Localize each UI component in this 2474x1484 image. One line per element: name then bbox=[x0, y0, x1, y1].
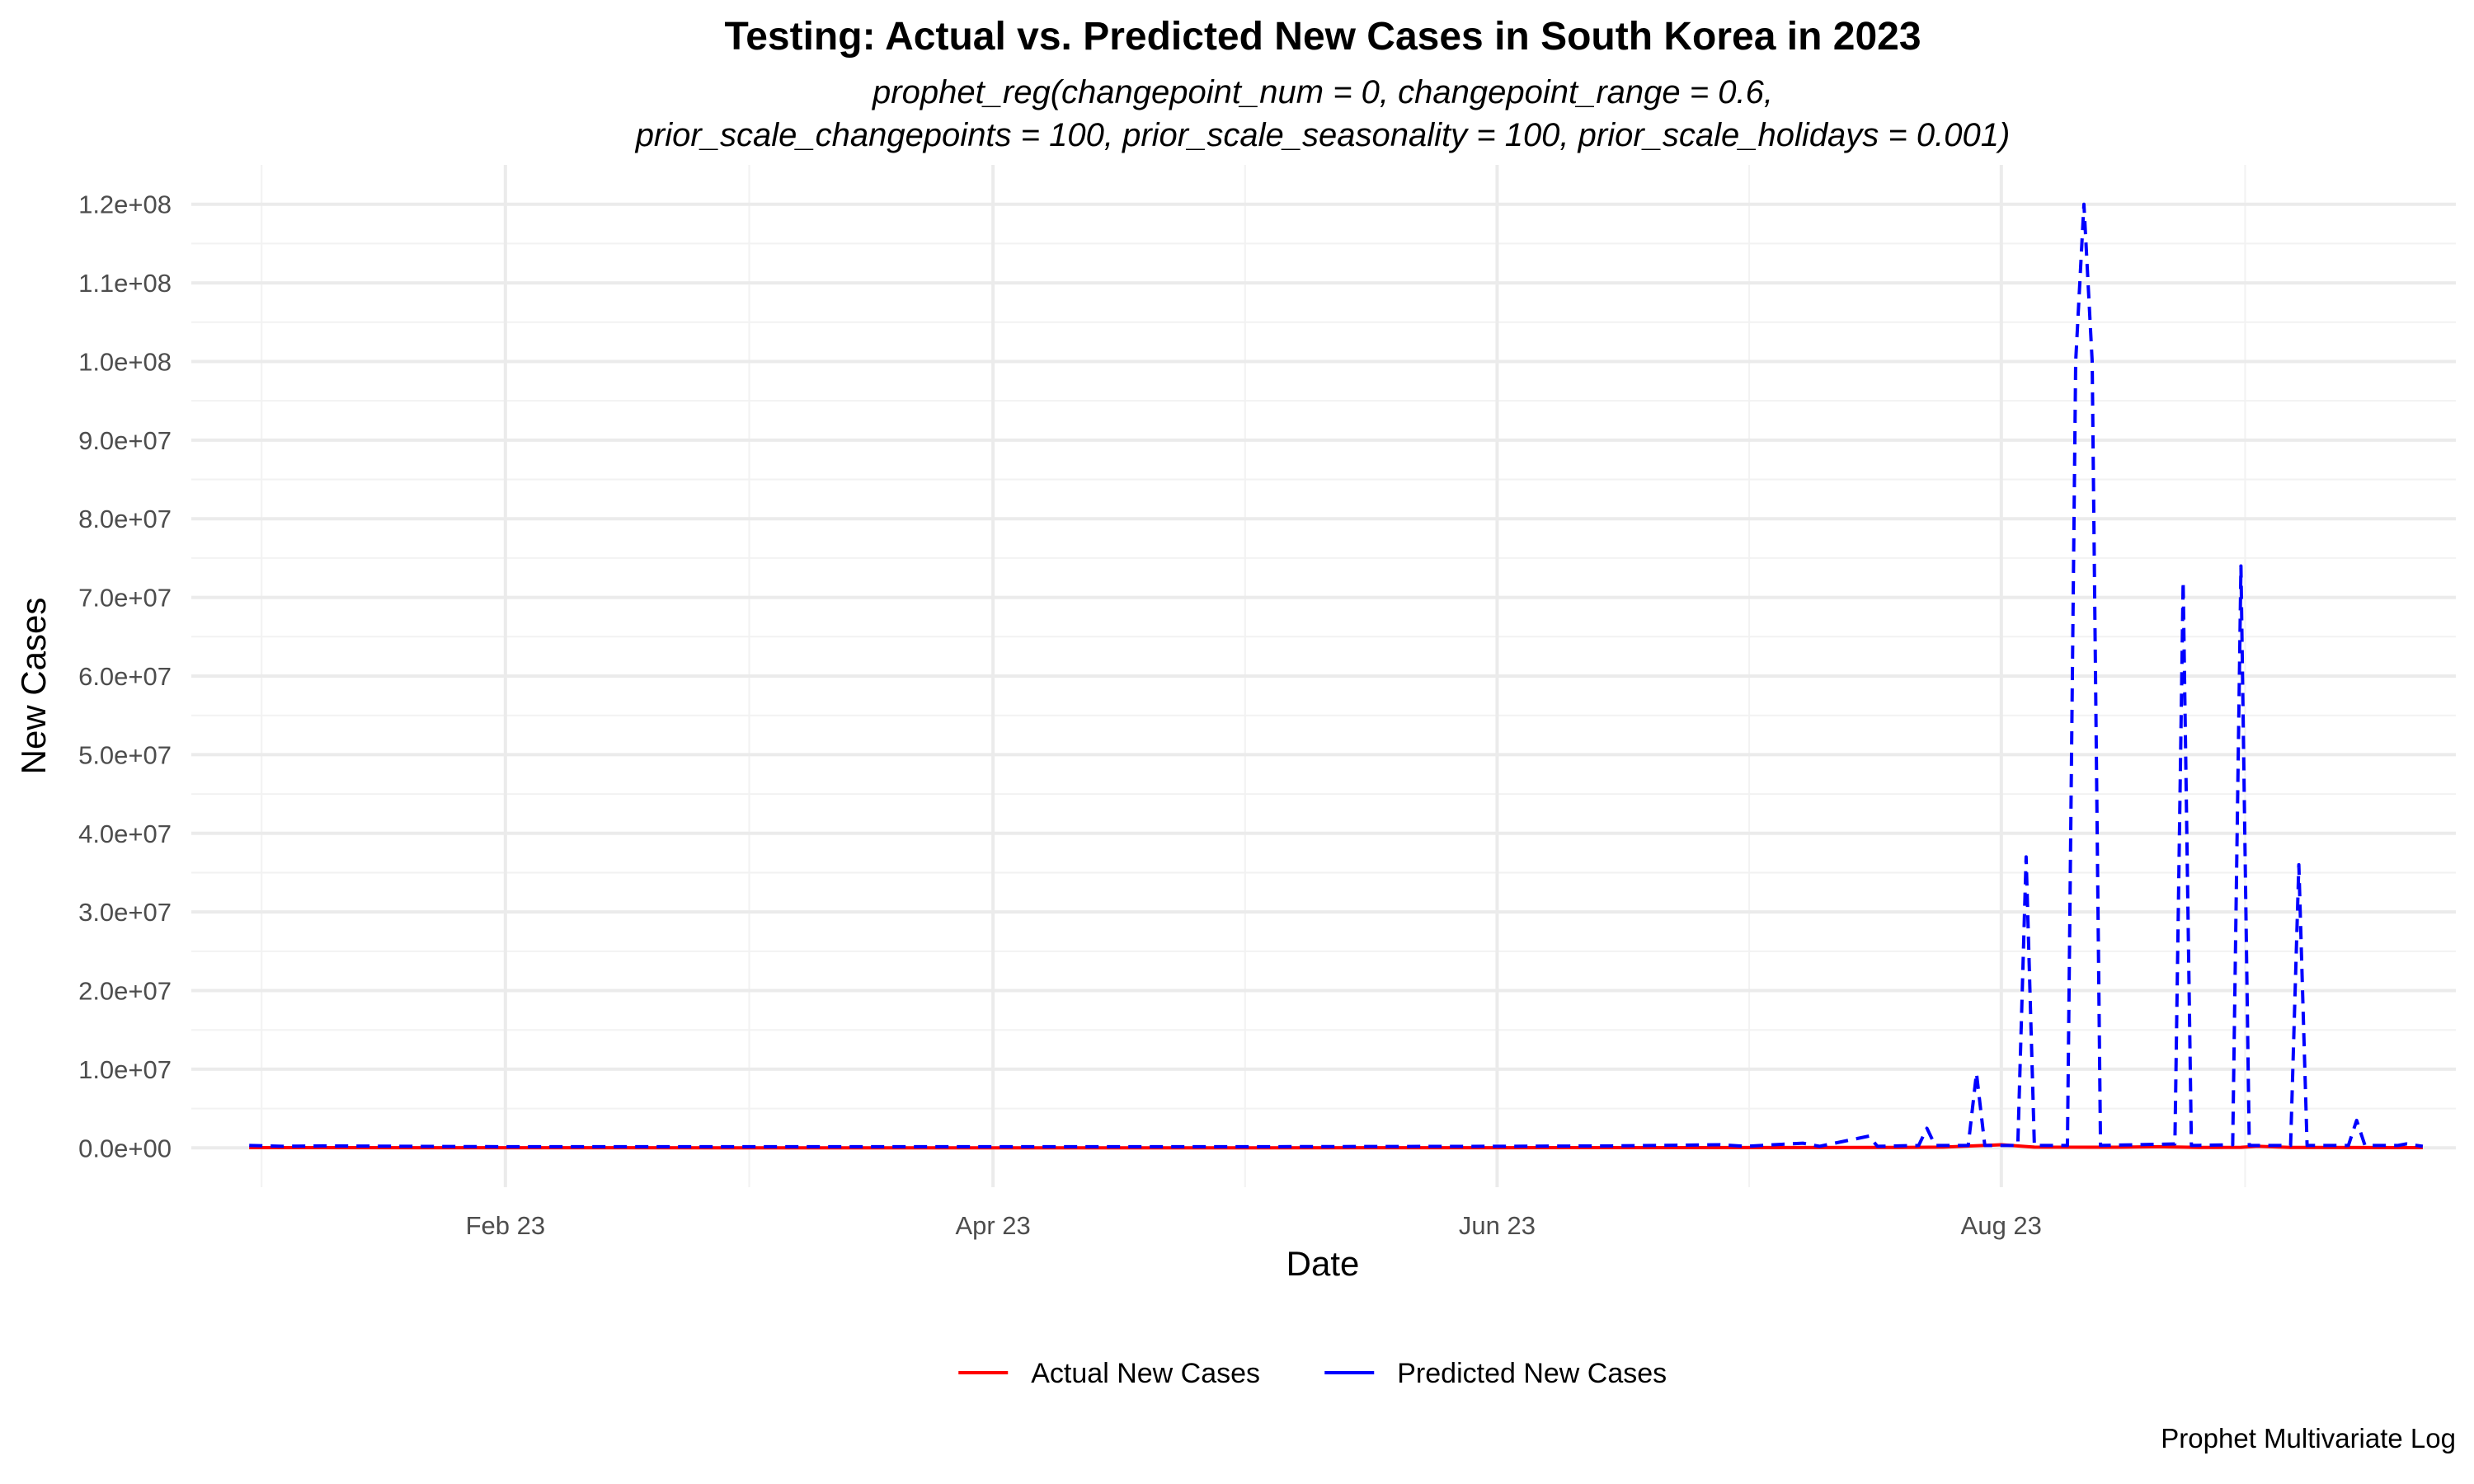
x-axis-title: Date bbox=[1286, 1244, 1360, 1283]
y-tick-label: 6.0e+07 bbox=[78, 662, 172, 691]
x-tick-label: Apr 23 bbox=[955, 1211, 1030, 1240]
gridlines bbox=[191, 165, 2456, 1187]
y-tick-labels: 0.0e+00 1.0e+07 2.0e+07 3.0e+07 4.0e+07 5.0e+… bbox=[78, 190, 172, 1163]
legend: Actual New Cases Predicted New Cases bbox=[958, 1358, 1667, 1389]
chart-subtitle-line-2: prior_scale_changepoints = 100, prior_sc… bbox=[635, 117, 2011, 153]
series-lines bbox=[249, 202, 2424, 1150]
y-tick-label: 1.0e+08 bbox=[78, 347, 172, 376]
y-tick-label: 4.0e+07 bbox=[78, 819, 172, 848]
y-tick-label: 7.0e+07 bbox=[78, 584, 172, 613]
y-tick-label: 2.0e+07 bbox=[78, 977, 172, 1006]
x-tick-labels: Feb 23 Apr 23 Jun 23 Aug 23 bbox=[466, 1211, 2042, 1240]
chart-subtitle-line-1: prophet_reg(changepoint_num = 0, changep… bbox=[872, 74, 1773, 110]
y-tick-label: 1.2e+08 bbox=[78, 190, 172, 219]
y-tick-label: 0.0e+00 bbox=[78, 1134, 172, 1162]
x-tick-label: Feb 23 bbox=[466, 1211, 546, 1240]
series-line-2 bbox=[249, 202, 2424, 1148]
y-tick-label: 9.0e+07 bbox=[78, 426, 172, 455]
legend-label-1: Actual New Cases bbox=[1031, 1358, 1260, 1389]
chart-caption: Prophet Multivariate Log bbox=[2161, 1423, 2456, 1453]
y-tick-label: 1.0e+07 bbox=[78, 1055, 172, 1084]
x-tick-label: Aug 23 bbox=[1961, 1211, 2042, 1240]
y-tick-label: 5.0e+07 bbox=[78, 740, 172, 769]
y-tick-label: 1.1e+08 bbox=[78, 269, 172, 298]
x-tick-label: Jun 23 bbox=[1459, 1211, 1536, 1240]
y-axis-title: New Cases bbox=[14, 598, 53, 775]
y-tick-label: 3.0e+07 bbox=[78, 898, 172, 927]
y-tick-label: 8.0e+07 bbox=[78, 505, 172, 533]
legend-label-2: Predicted New Cases bbox=[1397, 1358, 1667, 1389]
chart-title: Testing: Actual vs. Predicted New Cases … bbox=[724, 15, 1921, 59]
